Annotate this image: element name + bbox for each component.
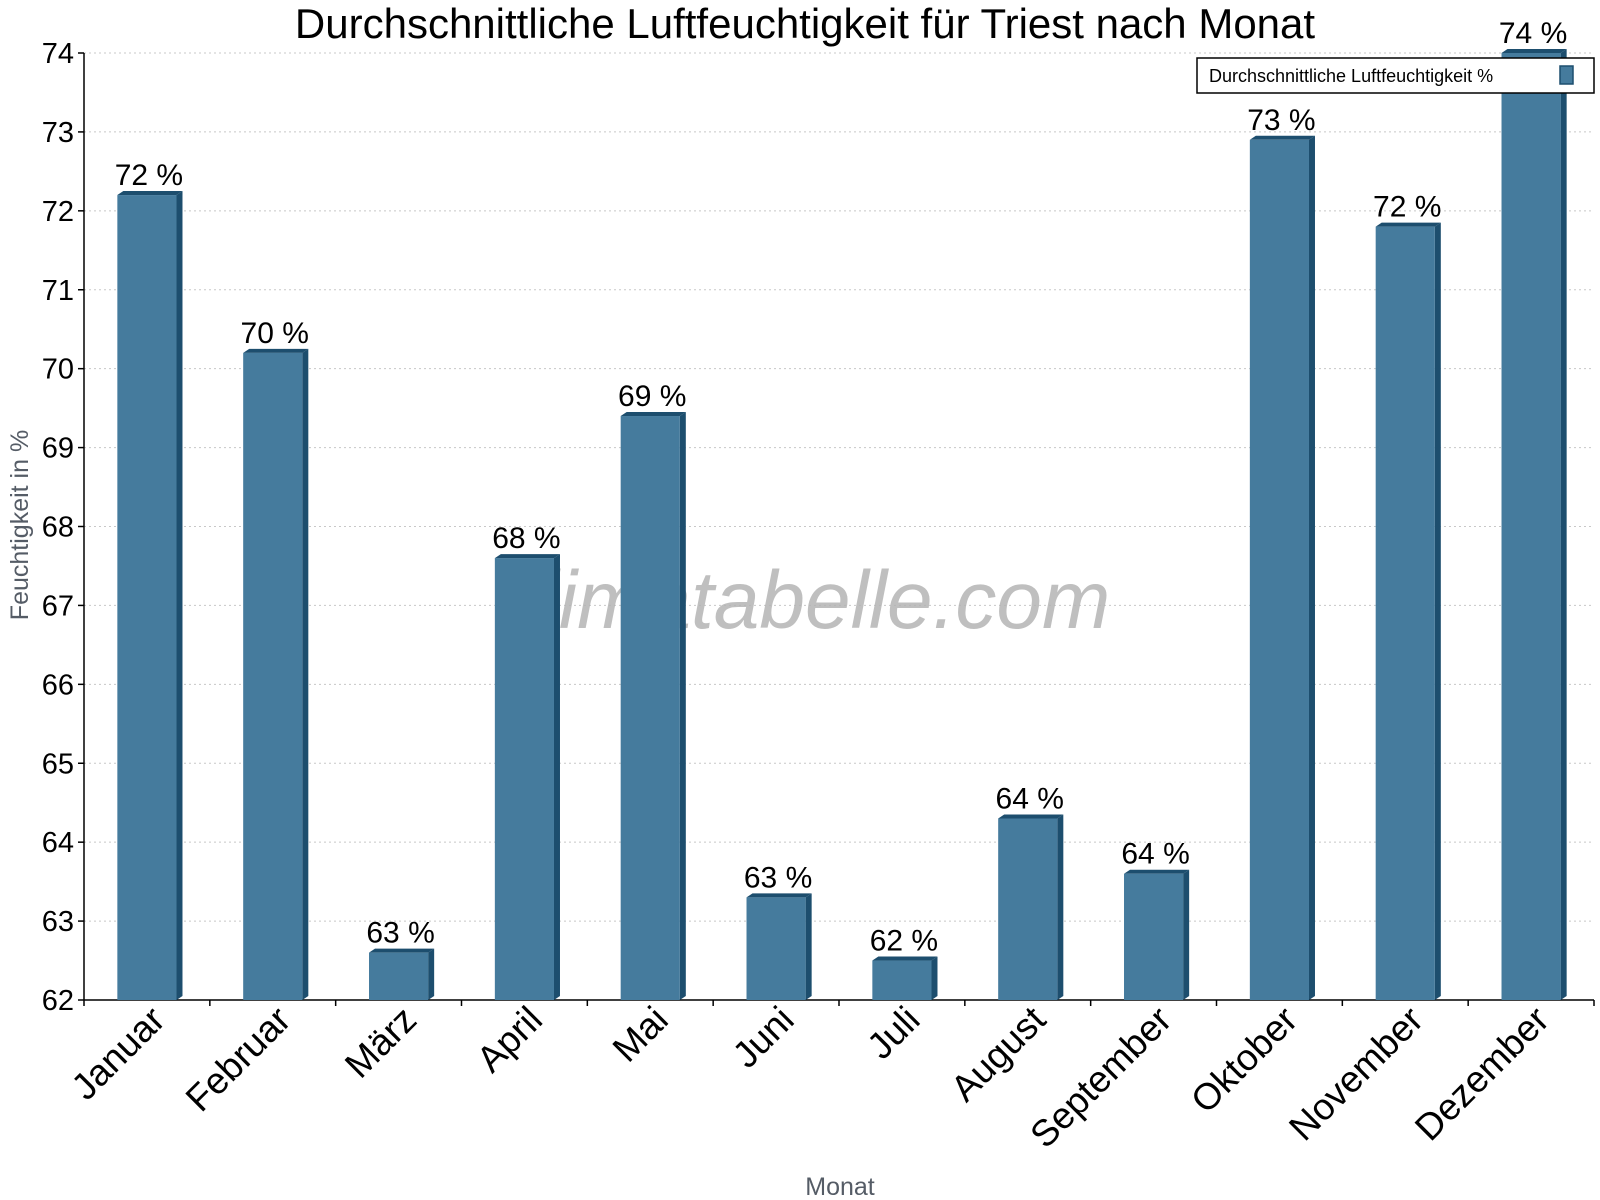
x-tick-label: Dezember [1407,999,1557,1149]
bar-top [998,814,1064,819]
watermark: klimatabelle.com [500,555,1111,646]
bar-side [553,554,560,1000]
grid-lines [84,52,1594,922]
bar-face [872,960,932,1000]
data-label: 63 % [366,917,434,950]
data-label: 64 % [1121,838,1189,871]
legend-swatch [1559,65,1574,85]
bar-side [1434,222,1441,1000]
bar-top [872,956,938,961]
bar-top [369,948,435,953]
y-tick-label: 66 [42,669,74,701]
legend-box [1196,57,1595,94]
bar-side [302,348,309,1000]
bar-top [117,191,183,196]
bar-side [176,191,183,1000]
bar-2 [243,348,309,1000]
bar-top [494,554,560,559]
y-tick-label: 64 [42,827,74,859]
y-tick-label: 69 [42,433,74,465]
data-label: 64 % [996,782,1064,815]
bar-face [494,558,554,1000]
bar-face [746,897,806,1000]
axes [78,52,1595,1006]
bar-10 [1249,135,1315,1000]
bar-side [1057,814,1064,1000]
bar-11 [1375,222,1441,1000]
data-label: 68 % [492,522,560,555]
chart-title: Durchschnittliche Luftfeuchtigkeit für T… [295,0,1315,47]
bar-top [1124,869,1190,874]
x-tick-label: November [1281,999,1431,1149]
bar-face [998,818,1058,1000]
bar-7 [872,956,938,1000]
bar-9 [1124,869,1190,1000]
bar-top [620,412,686,417]
x-axis-label: Monat [805,1173,875,1200]
bar-side [931,956,938,1000]
y-tick-label: 71 [42,275,74,307]
x-tick-label: Mai [605,999,676,1070]
data-label: 72 % [115,159,183,192]
x-tick-label: März [337,999,424,1086]
bar-side [805,893,812,1000]
bar-top [746,893,812,898]
legend: Durchschnittliche Luftfeuchtigkeit % [1196,57,1595,94]
data-label: 72 % [1373,191,1441,224]
y-tick-label: 74 [42,38,74,70]
data-label: 69 % [618,380,686,413]
bar-face [243,352,303,1000]
bar-top [1501,49,1567,53]
bar-face [117,195,177,1000]
legend-label: Durchschnittliche Luftfeuchtigkeit % [1209,66,1493,86]
x-tick-label: Juli [859,999,927,1067]
bar-5 [620,412,686,1000]
data-label: 63 % [744,861,812,894]
data-labels: 72 % 70 % 63 % 68 % 69 % 63 % 62 % 64 % 64 % 73 %… [115,17,1568,958]
bar-side [1308,135,1315,1000]
bar-face [1249,139,1309,1000]
bar-side [679,412,686,1000]
y-tick-label: 70 [42,354,74,386]
bar-top [1249,135,1315,140]
x-tick-label: Januar [64,999,173,1108]
bar-4 [494,554,560,1000]
x-tick-label: April [469,999,550,1080]
bar-face [620,416,680,1000]
x-tick-label: Oktober [1183,999,1305,1121]
y-tick-label: 67 [42,590,74,622]
x-tick-label: Juni [725,999,802,1076]
y-tick-label: 65 [42,748,74,780]
y-axis-label: Feuchtigkeit in % [6,430,34,620]
bar-6 [746,893,812,1000]
bar-face [369,952,429,1000]
bar-top [1375,222,1441,227]
y-tick-label: 68 [42,512,74,544]
bar-1 [117,191,183,1000]
bar-face [1501,53,1561,1000]
bar-3 [369,948,435,1000]
y-tick-label: 62 [42,985,74,1017]
data-label: 62 % [870,925,938,958]
data-label: 73 % [1247,104,1315,137]
y-tick-label: 73 [42,117,74,149]
bar-side [428,948,435,1000]
data-label: 74 % [1499,17,1567,50]
bar-12 [1501,49,1567,1000]
bar-top [243,348,309,353]
bar-face [1375,226,1435,1000]
bar-side [1183,869,1190,1000]
x-tick-label: August [943,998,1054,1109]
bar-side [1560,49,1567,1000]
y-tick-label: 72 [42,196,74,228]
y-tick-label: 63 [42,906,74,938]
bar-8 [998,814,1064,1000]
watermark-layer: klimatabelle.com [500,555,1111,646]
data-label: 70 % [241,317,309,350]
bars [117,49,1567,1000]
bar-face [1124,873,1184,1000]
x-tick-label: Februar [178,999,299,1120]
